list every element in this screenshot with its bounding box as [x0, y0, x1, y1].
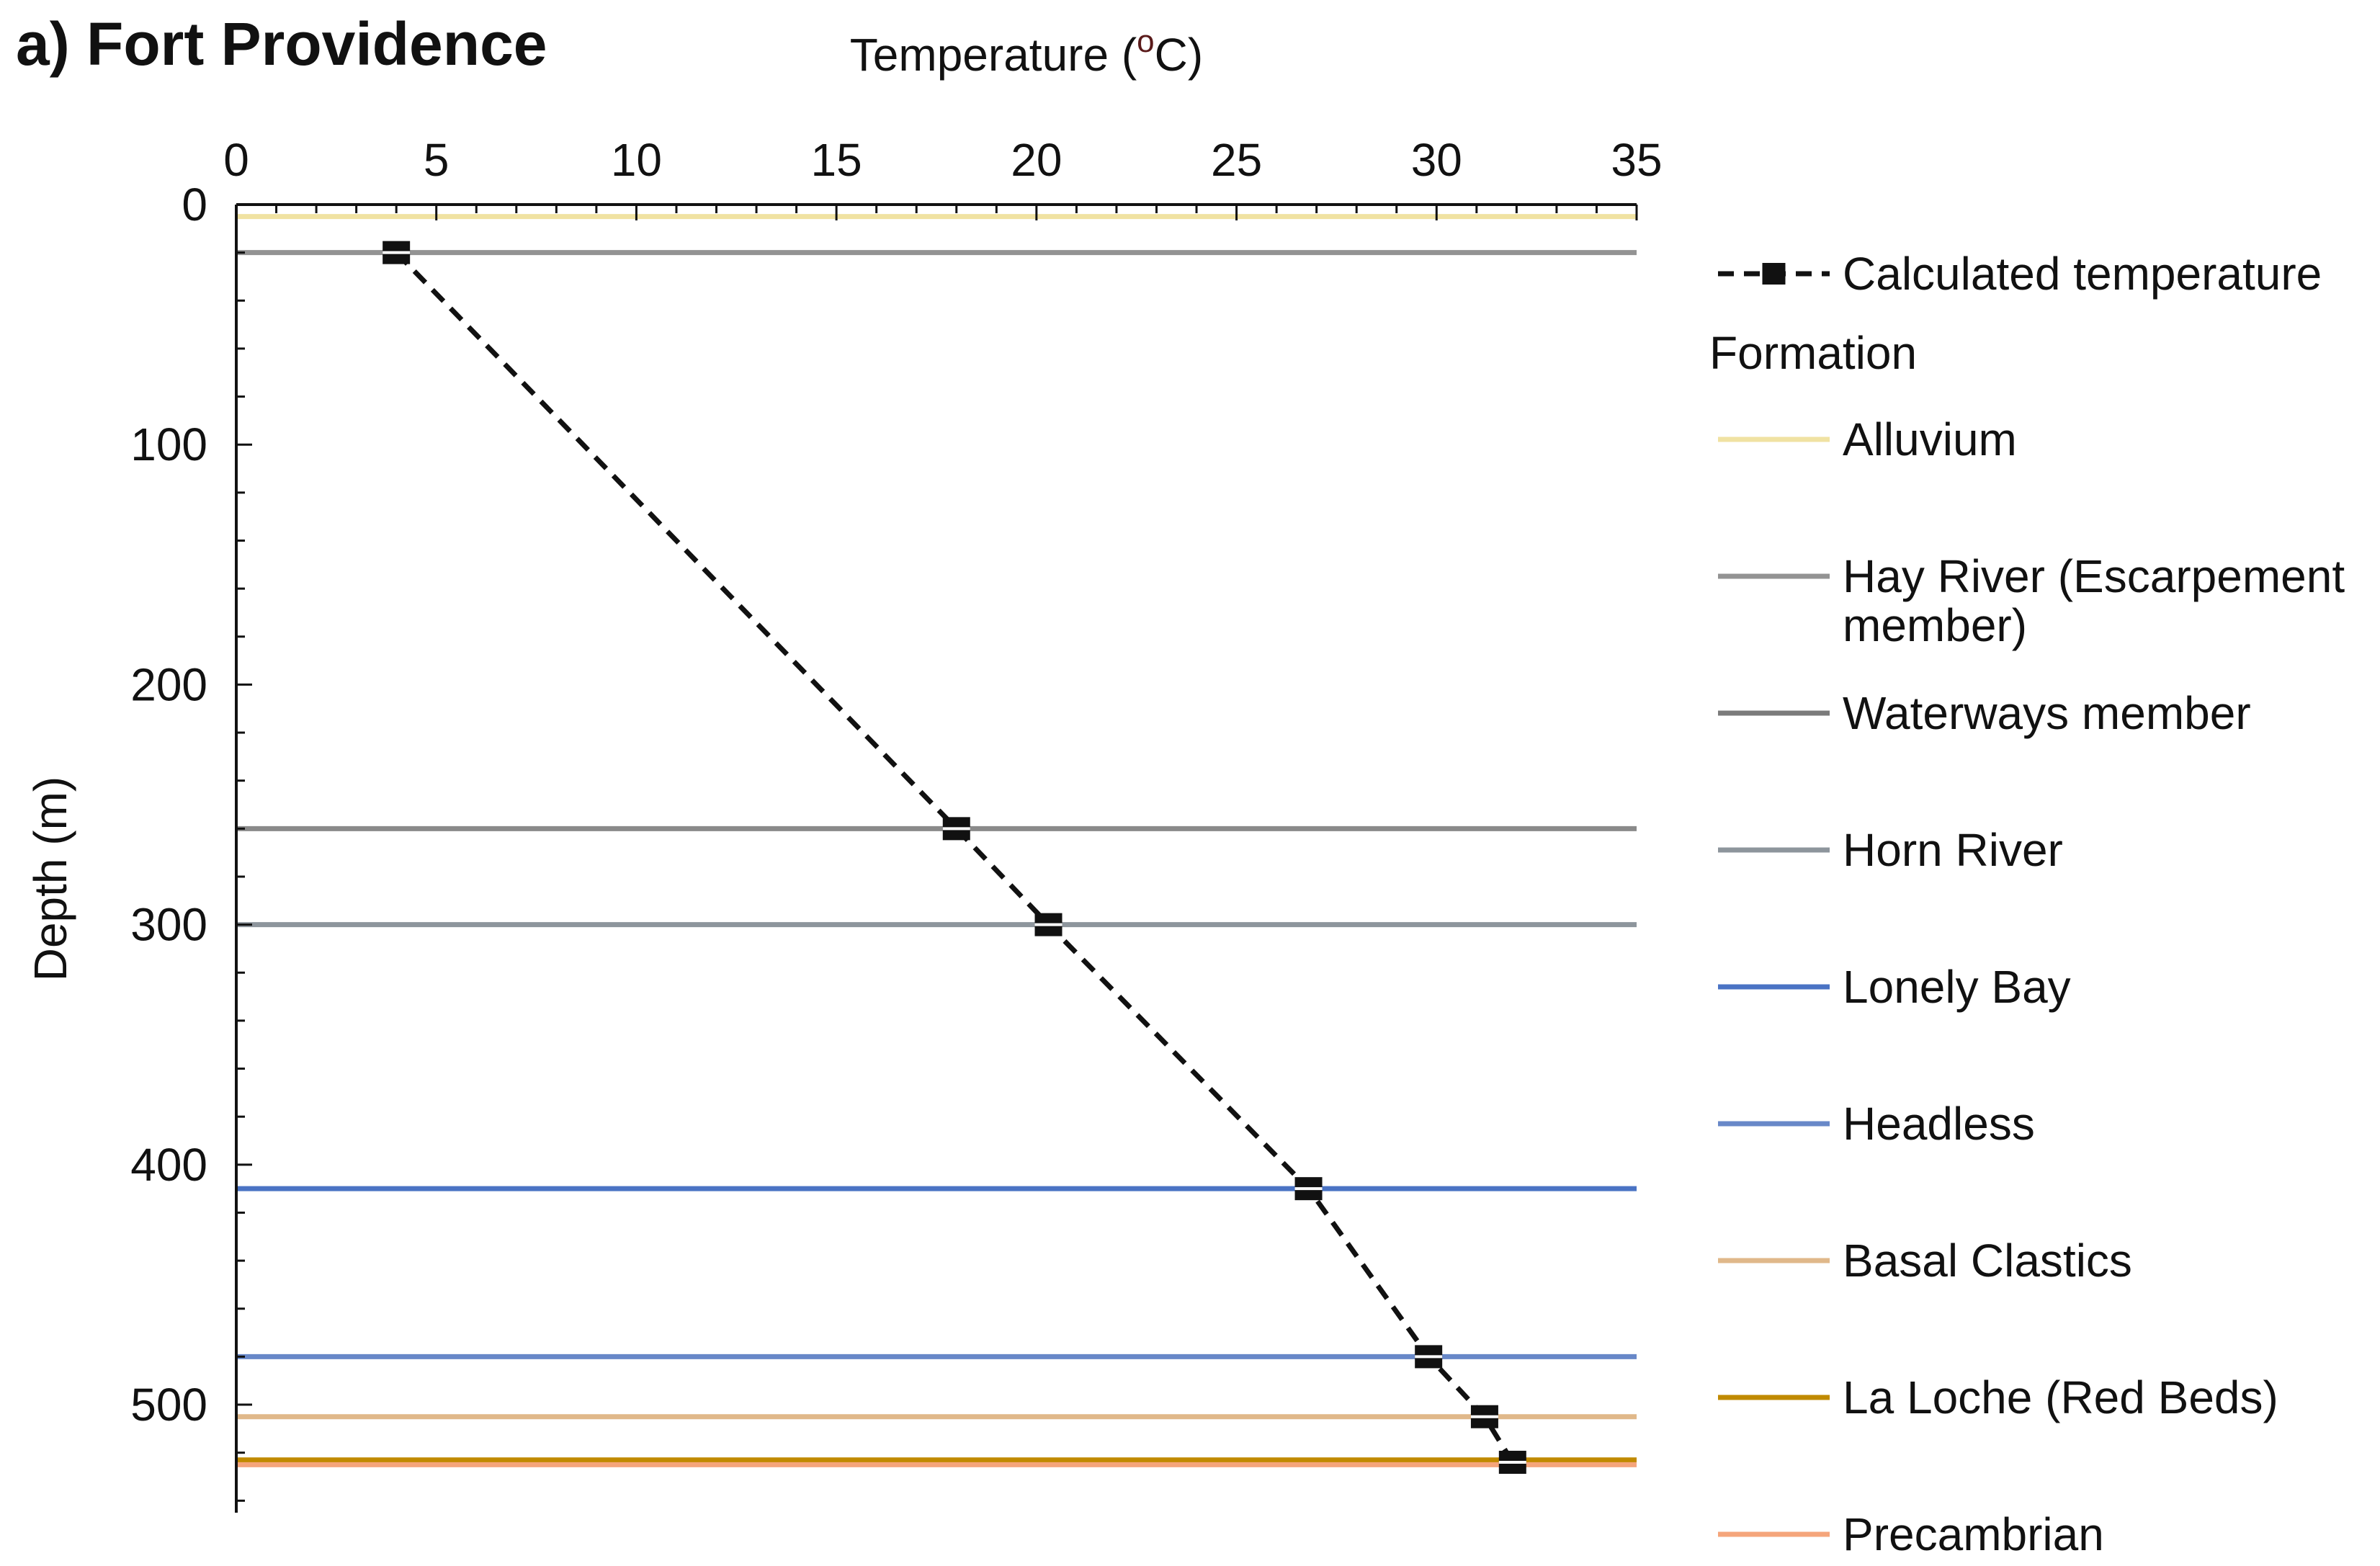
legend-formation-label-4: Lonely Bay — [1843, 961, 2071, 1013]
legend-formation-label-6: Basal Clastics — [1843, 1235, 2132, 1287]
series-line-0 — [394, 251, 1515, 1464]
legend-formation-label-2: Waterways member — [1843, 687, 2251, 739]
legend-formation-title: Formation — [1709, 327, 1917, 379]
x-tick-label-5: 5 — [424, 134, 449, 186]
chart-title: a) Fort Providence — [16, 10, 547, 78]
y-tick-label-300: 300 — [130, 899, 207, 951]
x-tick-label-15: 15 — [811, 134, 862, 186]
legend-formation-label-8: Precambrian — [1843, 1508, 2104, 1560]
legend-formation-label-3: Horn River — [1843, 824, 2063, 876]
x-tick-label-30: 30 — [1411, 134, 1462, 186]
x-tick-label-10: 10 — [611, 134, 662, 186]
y-tick-label-500: 500 — [130, 1379, 207, 1431]
legend: Calculated temperature Formation Alluvium H… — [1709, 248, 2345, 1560]
temperature-series — [382, 241, 1526, 1475]
x-axis-title-end: C) — [1155, 29, 1204, 81]
x-axis-title-main: Temperature ( — [850, 29, 1137, 81]
y-tick-label-100: 100 — [130, 419, 207, 470]
legend-series-label: Calculated temperature — [1843, 248, 2322, 300]
axes: 0 5 10 15 20 25 30 35 0 100 200 300 400 500 — [130, 134, 1663, 1513]
x-tick-label-25: 25 — [1211, 134, 1262, 186]
x-axis-title: Temperature (oC) — [850, 24, 1203, 81]
y-tick-label-0: 0 — [182, 179, 207, 231]
y-axis-title: Depth (m) — [24, 777, 76, 982]
x-axis-title-degree-sup: o — [1137, 24, 1154, 59]
legend-formation-label-0: Alluvium — [1843, 413, 2017, 465]
x-tick-label-35: 35 — [1611, 134, 1662, 186]
formation-boundary-lines — [236, 214, 1637, 1467]
y-tick-label-200: 200 — [130, 658, 207, 710]
x-tick-label-0: 0 — [223, 134, 249, 186]
legend-formation-label-7: La Loche (Red Beds) — [1843, 1372, 2278, 1423]
x-tick-label-20: 20 — [1011, 134, 1062, 186]
legend-series-marker — [1762, 263, 1786, 285]
y-tick-label-400: 400 — [130, 1139, 207, 1191]
legend-formation-label-5: Headless — [1843, 1098, 2035, 1150]
legend-formation-label-1: Hay River (Escarpement member) — [1843, 550, 2345, 651]
